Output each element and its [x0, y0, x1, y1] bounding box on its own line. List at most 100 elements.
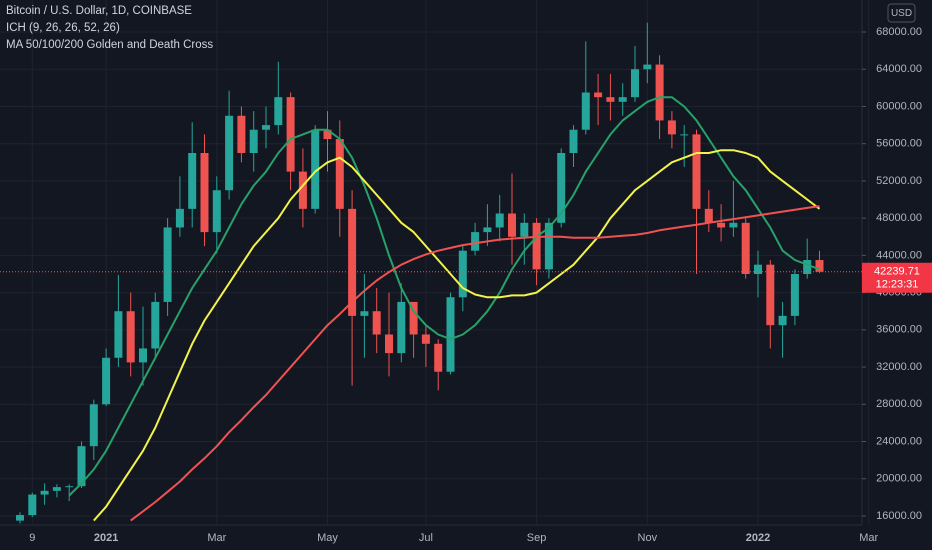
- candle-body: [643, 64, 652, 70]
- candle-body: [569, 129, 578, 154]
- candle-body: [544, 222, 553, 270]
- candle-body: [692, 134, 701, 209]
- moving-average-line: [130, 205, 820, 522]
- moving-average-line: [93, 149, 821, 522]
- countdown-label: 12:23:31: [876, 279, 919, 291]
- y-tick-label: 28000.00: [876, 398, 922, 410]
- y-tick-label: 64000.00: [876, 63, 922, 75]
- candle-body: [311, 129, 320, 209]
- candle-body: [594, 92, 603, 98]
- x-tick-label: Sep: [527, 532, 547, 544]
- x-tick-label: Nov: [638, 532, 658, 544]
- candle-body: [40, 490, 49, 495]
- candle-body: [163, 227, 172, 302]
- candle-body: [102, 357, 111, 405]
- y-tick-label: 32000.00: [876, 361, 922, 373]
- candle-body: [754, 264, 762, 274]
- candle-body: [790, 273, 799, 316]
- candle-body: [409, 301, 418, 335]
- candle-body: [237, 115, 246, 154]
- candle-body: [581, 92, 590, 130]
- indicator-label: MA 50/100/200 Golden and Death Cross: [6, 39, 213, 51]
- x-tick-label: May: [317, 532, 338, 544]
- y-tick-label: 20000.00: [876, 473, 922, 485]
- candle-body: [815, 260, 824, 272]
- y-tick-label: 56000.00: [876, 138, 922, 150]
- candle-body: [262, 125, 270, 130]
- candle-body: [200, 153, 209, 233]
- candle-body: [114, 311, 123, 358]
- y-tick-label: 68000.00: [876, 26, 922, 38]
- candle-body: [680, 134, 689, 136]
- y-tick-label: 16000.00: [876, 510, 922, 522]
- x-tick-label: Mar: [859, 532, 878, 544]
- candle-body: [631, 69, 639, 98]
- last-price-badge: [862, 262, 932, 293]
- candle-body: [298, 171, 307, 209]
- candle-body: [77, 446, 86, 487]
- candle-body: [175, 208, 184, 228]
- candle-body: [446, 297, 455, 372]
- candle-body: [803, 260, 812, 274]
- candle-body: [65, 486, 74, 488]
- y-tick-label: 24000.00: [876, 435, 922, 447]
- y-tick-label: 60000.00: [876, 100, 922, 112]
- candle-body: [434, 343, 443, 372]
- candle-body: [225, 115, 234, 191]
- candle-body: [212, 190, 221, 233]
- candle-body: [778, 315, 787, 326]
- candle-body: [766, 264, 775, 326]
- y-tick-label: 44000.00: [876, 249, 922, 261]
- candle-body: [458, 250, 467, 298]
- x-tick-label: Mar: [207, 532, 226, 544]
- candle-body: [52, 487, 61, 491]
- candle-body: [16, 515, 24, 521]
- y-tick-label: 48000.00: [876, 212, 922, 224]
- candle-body: [274, 97, 283, 126]
- plot: [0, 22, 862, 524]
- candle-body: [28, 494, 37, 516]
- candle-body: [286, 97, 295, 172]
- candle-body: [618, 97, 627, 102]
- x-tick-label: 2022: [746, 532, 770, 544]
- y-tick-label: 36000.00: [876, 324, 922, 336]
- candle-body: [249, 129, 258, 154]
- candle-body: [557, 153, 566, 223]
- candle-body: [348, 208, 357, 316]
- currency-label[interactable]: USD: [891, 8, 912, 19]
- last-price-label: 42239.71: [874, 266, 920, 278]
- candle-body: [139, 348, 147, 363]
- candle-body: [89, 404, 98, 447]
- candle-body: [508, 213, 516, 237]
- candle-body: [360, 311, 369, 316]
- candle-body: [335, 139, 344, 209]
- candle-body: [421, 334, 430, 344]
- candle-body: [667, 120, 676, 135]
- x-tick-label: 9: [29, 532, 35, 544]
- candle-body: [520, 222, 529, 237]
- x-tick-label: Jul: [419, 532, 433, 544]
- x-tick-label: 2021: [94, 532, 118, 544]
- chart-title: Bitcoin / U.S. Dollar, 1D, COINBASE: [6, 5, 192, 17]
- candle-body: [741, 222, 750, 274]
- moving-average-line: [68, 96, 820, 497]
- candle-body: [471, 232, 480, 251]
- candle-body: [323, 129, 332, 140]
- candle-body: [126, 311, 135, 363]
- candle-body: [483, 227, 492, 233]
- candle-body: [385, 334, 393, 354]
- candle-body: [704, 208, 713, 223]
- candle-body: [717, 222, 726, 228]
- candle-body: [532, 222, 541, 270]
- candle-body: [151, 301, 160, 349]
- candle-body: [729, 222, 738, 228]
- candle-body: [188, 153, 197, 209]
- candle-body: [397, 301, 406, 354]
- candle-body: [372, 311, 381, 335]
- candle-body: [606, 97, 615, 102]
- currency-badge[interactable]: [887, 3, 916, 23]
- candle-body: [495, 213, 504, 228]
- y-tick-label: 52000.00: [876, 175, 922, 187]
- candle-body: [655, 64, 664, 121]
